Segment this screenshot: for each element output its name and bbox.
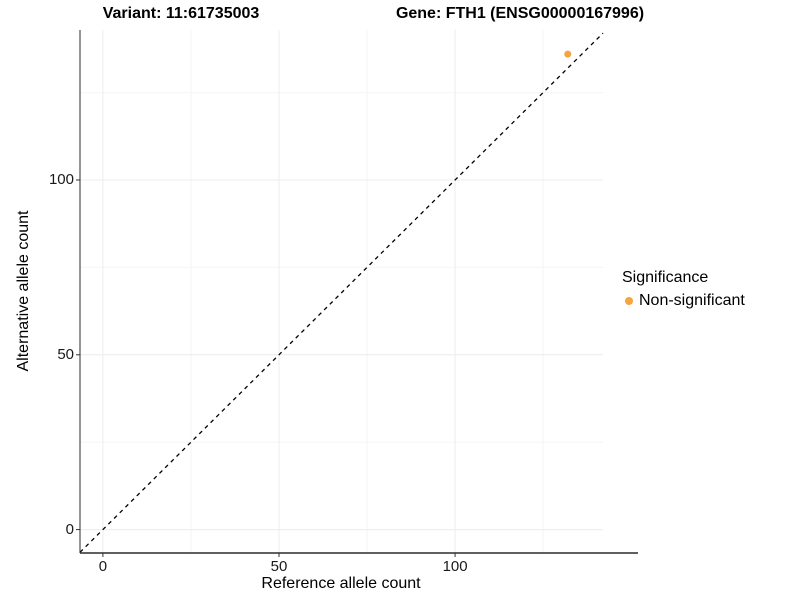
gene-title: Gene: FTH1 (ENSG00000167996) [395, 5, 645, 22]
legend-item-label: Non-significant [639, 292, 745, 309]
legend-title: Significance [622, 269, 709, 286]
identity-line [79, 32, 604, 553]
y-tick-label: 50 [57, 346, 74, 364]
y-tick-label: 100 [48, 171, 74, 189]
plot-canvas [76, 30, 638, 557]
x-tick-label: 100 [442, 558, 468, 575]
y-axis-title: Alternative allele count [15, 210, 32, 372]
variant-title: Variant: 11:61735003 [102, 5, 260, 22]
legend: Significance Non-significant [622, 268, 745, 311]
legend-dot-icon [625, 297, 633, 305]
y-tick-label: 0 [65, 521, 74, 539]
legend-item: Non-significant [622, 291, 745, 311]
legend-items: Non-significant [622, 291, 745, 311]
x-tick-label: 50 [270, 558, 288, 575]
plot-panel: 0 50 100 0 50 100 [49, 30, 638, 575]
x-axis-title: Reference allele count [261, 575, 421, 592]
data-point [564, 50, 572, 58]
x-tick-label: 0 [98, 558, 108, 575]
